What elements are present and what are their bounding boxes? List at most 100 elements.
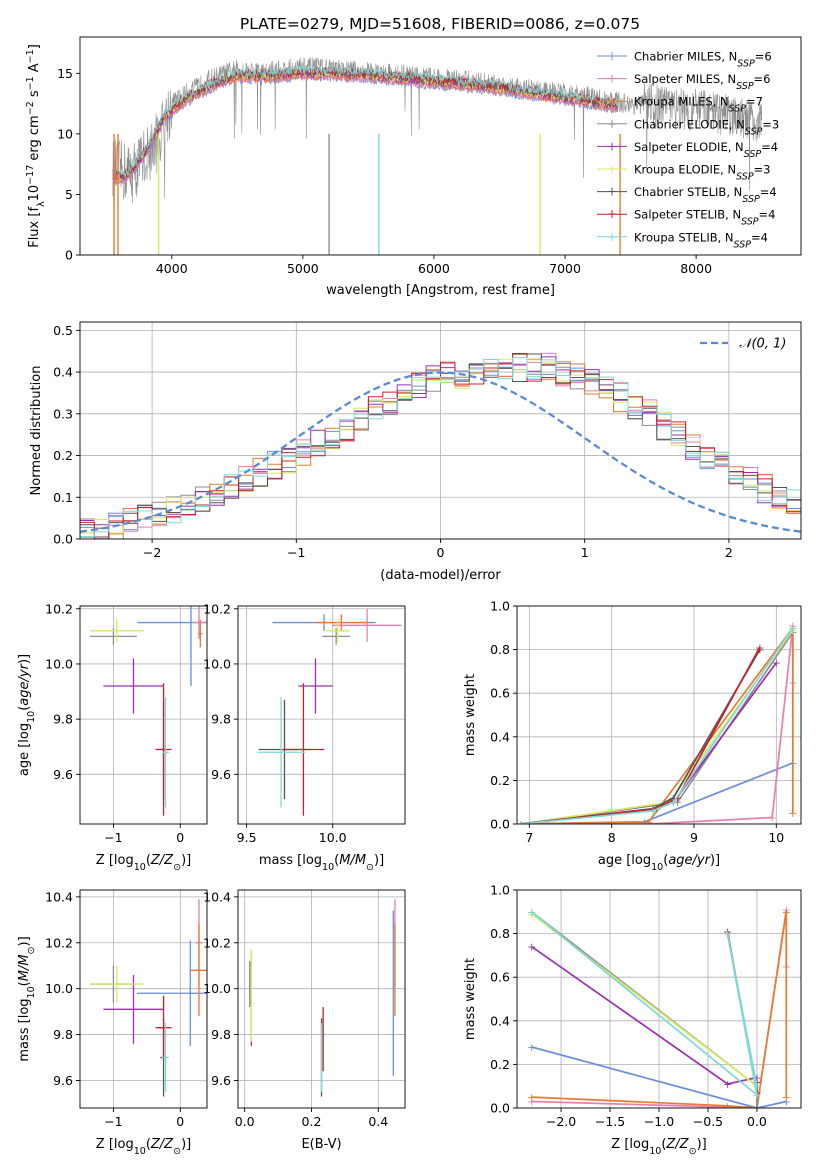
y-axis-label: Normed distribution [29, 366, 44, 496]
label-part: SSP [744, 148, 762, 159]
plot-area: + +++ +++++ ++++++++++++++++++++++++ [517, 606, 801, 831]
label-part: 10 [651, 862, 663, 873]
plot-area [112, 57, 762, 255]
series-line-model [112, 70, 618, 183]
label-part: =6 [754, 72, 771, 86]
label-part: ] [27, 44, 42, 49]
x-tick-label: 7 [525, 830, 533, 845]
label-part: )] [697, 1137, 707, 1152]
y-tick-label: 10.2 [45, 601, 73, 616]
label-part: 10 [134, 1146, 146, 1157]
series-marker: + [788, 624, 797, 637]
x-axis-label: wavelength [Angstrom, rest frame] [326, 283, 555, 298]
series-marker: + [788, 807, 797, 820]
x-tick-label: −1 [104, 1114, 122, 1129]
y-tick-label: 0.4 [53, 365, 73, 380]
figure-title: PLATE=0279, MJD=51608, FIBERID=0086, z=0… [240, 15, 640, 33]
y-tick-label: 1.0 [490, 599, 510, 614]
y-tick-label: 0.5 [53, 323, 73, 338]
series-line [521, 646, 761, 824]
y-tick-label: 9.8 [53, 712, 73, 727]
label-part: SSP [745, 126, 763, 137]
x-tick-label: 2 [725, 545, 733, 560]
x-tick-label: 0.2 [302, 1114, 322, 1129]
x-tick-label: −1.5 [595, 1114, 625, 1129]
legend-label: Salpeter ELODIE, NSSP=4 [634, 140, 778, 160]
label-part: ⊙ [366, 862, 374, 873]
y-tick-label: 10.0 [45, 656, 73, 671]
label-part: Kroupa STELIB, N [634, 230, 734, 244]
label-part: age/yr [17, 662, 32, 705]
histogram-step [80, 357, 801, 539]
panel-mass_vs_ebv: 0.0 0.2 0.4 9.6 9.8 10.0 10.2 10.4 [203, 889, 406, 1129]
y-tick-label: 10.0 [45, 981, 73, 996]
label-part: =6 [755, 50, 772, 64]
y-tick-label: 0.4 [490, 1013, 510, 1028]
legend-label: Chabrier MILES, NSSP=6 [634, 50, 772, 70]
label-part: λ [36, 201, 47, 207]
label-part: =4 [761, 140, 778, 154]
y-tick-label: 9.8 [211, 1027, 231, 1042]
series-line-model [112, 69, 618, 181]
label-part: Salpeter STELIB, N [634, 208, 741, 222]
label-part: )] [181, 1137, 191, 1152]
series-marker: + [517, 818, 526, 831]
label-part: SSP [734, 239, 752, 250]
y-tick-label: 10.0 [203, 981, 231, 996]
label-part: SSP [741, 216, 759, 227]
series-marker: + [723, 1100, 732, 1113]
series-marker: + [517, 818, 526, 831]
label-part: ⊙ [26, 947, 37, 955]
legend-label: Chabrier STELIB, NSSP=4 [634, 185, 777, 205]
series-marker: + [788, 626, 797, 639]
label-part: Z [log [96, 853, 134, 868]
y-tick-label: 10.4 [203, 889, 231, 904]
legend-label: Kroupa MILES, NSSP=7 [634, 95, 763, 115]
x-tick-label: 7000 [549, 261, 581, 276]
label-part: −1 [25, 76, 36, 90]
x-tick-label: −2.0 [546, 1114, 576, 1129]
series-marker: + [788, 620, 797, 633]
plot-area [80, 322, 801, 539]
label-part: Z/Z [665, 1137, 689, 1152]
label-part: Kroupa ELODIE, N [634, 163, 736, 177]
series-marker: + [517, 818, 526, 831]
x-tick-label: 0.0 [747, 1114, 767, 1129]
x-tick-label: 9.5 [237, 830, 257, 845]
y-tick-label: 0.8 [490, 926, 510, 941]
x-axis-label: mass [log10(M/M⊙)] [259, 853, 384, 873]
y-tick-label: 0.0 [53, 532, 73, 547]
legend-marker-plus: + [607, 94, 617, 108]
label-part: ( [334, 853, 339, 868]
label-part: =4 [760, 185, 777, 199]
label-part: 10 [134, 862, 146, 873]
x-axis-label: Z [log10(Z/Z⊙)] [96, 853, 191, 873]
panel-weight_vs_age: + +++ +++++ ++++++++++++++++++++++++7 8 9 10 0.… [463, 599, 802, 873]
plot-area [80, 890, 207, 1108]
legend-marker-plus: + [607, 139, 617, 153]
label-part: age [log [17, 723, 32, 776]
series-marker: + [644, 816, 653, 829]
label-part: ( [146, 1137, 151, 1152]
label-part: )] [710, 853, 720, 868]
series-marker: + [752, 1080, 761, 1093]
x-tick-label: −1.0 [644, 1114, 674, 1129]
label-part: )] [374, 853, 384, 868]
label-part: SSP [736, 81, 754, 92]
plot-area: +++++++++ +++++++++++++++++++++ [517, 890, 801, 1113]
series-marker: + [788, 622, 797, 635]
label-part: )] [17, 654, 32, 664]
label-part: ( [17, 706, 32, 711]
y-axis-label: Flux [fλ10−17 erg cm−2 s−1 A−1] [25, 44, 47, 248]
x-axis-label: E(B-V) [301, 1137, 341, 1152]
legend-label: Kroupa ELODIE, NSSP=3 [634, 163, 771, 183]
label-part: 10 [322, 862, 334, 873]
y-tick-label: 0.0 [490, 1101, 510, 1116]
legend-label: Kroupa STELIB, NSSP=4 [634, 230, 768, 250]
series-marker: + [755, 644, 764, 657]
series-line [520, 629, 794, 824]
label-part: Chabrier STELIB, N [634, 185, 742, 199]
axes-frame [79, 889, 208, 1109]
y-tick-label: 10.2 [203, 601, 231, 616]
label-part: ( [663, 853, 668, 868]
